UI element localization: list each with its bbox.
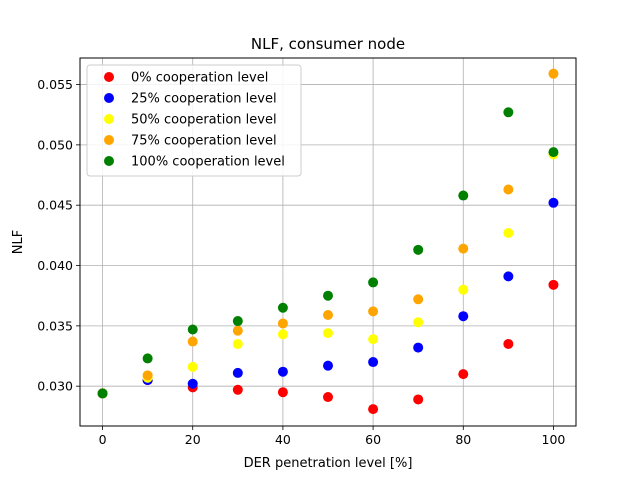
data-point-series-0 (368, 404, 379, 415)
data-point-series-1 (323, 360, 333, 371)
legend-marker (104, 114, 114, 124)
y-tick-label: 0.040 (37, 258, 73, 273)
y-tick-label: 0.050 (37, 137, 73, 152)
data-point-series-3 (232, 325, 243, 336)
data-point-series-1 (503, 271, 514, 282)
data-point-series-2 (458, 284, 469, 295)
x-tick-label: 0 (99, 432, 107, 447)
data-point-series-2 (368, 334, 379, 345)
data-points (97, 68, 559, 415)
legend-marker (104, 72, 114, 82)
data-point-series-1 (413, 342, 424, 353)
legend-label: 100% cooperation level (131, 155, 285, 170)
plot-frame (79, 57, 577, 427)
data-point-series-3 (187, 336, 198, 347)
legend-marker (104, 135, 114, 145)
data-point-series-2 (413, 317, 424, 328)
legend-label: 75% cooperation level (131, 134, 277, 149)
data-point-series-4 (142, 353, 153, 364)
data-point-series-0 (323, 392, 333, 403)
legend-frame (86, 64, 302, 177)
data-point-series-1 (187, 378, 198, 389)
x-tick-label: 60 (365, 432, 381, 447)
chart-title: NLF, consumer node (251, 35, 405, 53)
y-axis-ticks: 0.030 0.035 0.040 0.045 0.050 0.055 (37, 77, 80, 394)
data-point-series-4 (458, 190, 469, 201)
data-point-series-2 (187, 361, 198, 372)
legend-marker (104, 156, 114, 166)
y-tick-label: 0.030 (37, 379, 73, 394)
data-point-series-4 (413, 244, 424, 255)
data-point-series-3 (413, 294, 424, 305)
y-tick-label: 0.035 (37, 318, 73, 333)
data-point-series-2 (503, 227, 514, 238)
data-point-series-4 (232, 316, 243, 327)
data-point-series-4 (368, 277, 379, 288)
x-axis-label: DER penetration level [%] (244, 456, 413, 471)
y-tick-label: 0.055 (37, 77, 73, 92)
y-tick-label: 0.045 (37, 198, 73, 213)
data-point-series-2 (232, 338, 243, 349)
legend-label: 0% cooperation level (131, 71, 268, 86)
data-point-series-1 (368, 357, 379, 368)
data-point-series-3 (142, 370, 153, 381)
data-point-series-2 (277, 329, 288, 340)
data-point-series-0 (277, 387, 288, 398)
data-point-series-0 (232, 384, 243, 395)
data-point-series-3 (548, 68, 559, 79)
x-tick-label: 80 (455, 432, 471, 447)
data-point-series-0 (548, 279, 559, 290)
data-point-series-3 (368, 306, 379, 317)
x-axis-ticks: 0 20 40 60 80 100 (99, 426, 566, 447)
legend-marker (104, 93, 114, 103)
data-point-series-0 (458, 369, 469, 380)
legend: 0% cooperation level 25% cooperation leve… (86, 64, 302, 177)
data-point-series-3 (277, 318, 288, 329)
data-point-series-0 (503, 338, 514, 349)
data-point-series-4 (548, 147, 559, 158)
data-point-series-3 (458, 243, 469, 254)
x-tick-label: 100 (542, 432, 566, 447)
data-point-series-1 (277, 366, 288, 377)
legend-label: 25% cooperation level (131, 92, 277, 107)
data-point-series-3 (323, 309, 333, 320)
data-point-series-4 (97, 388, 108, 399)
x-tick-label: 20 (185, 432, 201, 447)
data-point-series-4 (187, 324, 198, 335)
x-tick-label: 40 (275, 432, 291, 447)
data-point-series-4 (277, 302, 288, 313)
data-point-series-3 (503, 184, 514, 195)
data-point-series-1 (458, 311, 469, 322)
data-point-series-2 (323, 328, 333, 339)
data-point-series-4 (503, 107, 514, 118)
legend-label: 50% cooperation level (131, 113, 277, 128)
data-point-series-4 (323, 290, 333, 301)
data-point-series-1 (548, 197, 559, 208)
data-point-series-1 (232, 367, 243, 378)
y-axis-label: NLF (11, 230, 26, 254)
data-point-series-0 (413, 394, 424, 405)
